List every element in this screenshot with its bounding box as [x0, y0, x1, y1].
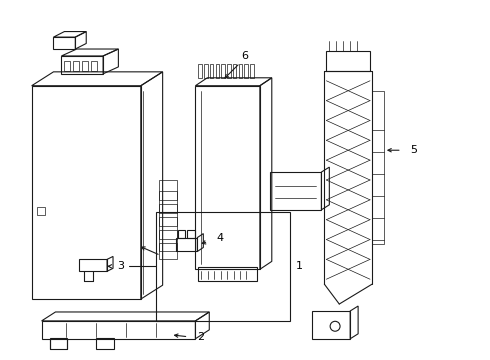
Bar — [326, 51, 370, 71]
Bar — [204, 64, 208, 78]
Text: 6: 6 — [242, 51, 248, 61]
Bar — [64, 61, 71, 71]
Bar — [42, 321, 196, 339]
Bar — [372, 91, 384, 244]
Text: 3: 3 — [118, 261, 124, 271]
Bar — [250, 64, 254, 78]
Bar — [239, 64, 242, 78]
Bar — [74, 61, 79, 71]
Bar — [188, 230, 196, 238]
Bar — [210, 64, 213, 78]
Bar — [159, 180, 176, 260]
Text: 5: 5 — [410, 145, 417, 155]
Bar — [82, 61, 88, 71]
Bar — [49, 338, 68, 349]
Text: 1: 1 — [296, 261, 303, 271]
Bar — [159, 243, 176, 251]
Bar — [156, 212, 290, 321]
Bar — [91, 61, 97, 71]
Bar — [159, 230, 176, 239]
Bar — [175, 238, 197, 251]
Bar — [233, 64, 236, 78]
Bar — [177, 230, 185, 238]
Bar — [227, 64, 231, 78]
Bar — [53, 37, 75, 49]
Text: 2: 2 — [197, 332, 204, 342]
Bar — [221, 64, 225, 78]
Bar — [313, 311, 350, 339]
Bar — [159, 191, 176, 200]
Bar — [61, 56, 103, 74]
Bar — [159, 204, 176, 213]
Bar — [198, 267, 257, 281]
Bar — [198, 64, 202, 78]
Text: 4: 4 — [217, 233, 224, 243]
Bar — [216, 64, 219, 78]
Bar — [159, 217, 176, 226]
Bar — [37, 207, 45, 215]
Bar — [96, 338, 114, 349]
Bar — [79, 260, 107, 271]
Bar — [270, 172, 321, 210]
Bar — [196, 86, 260, 269]
Bar — [245, 64, 248, 78]
Bar — [32, 86, 141, 299]
